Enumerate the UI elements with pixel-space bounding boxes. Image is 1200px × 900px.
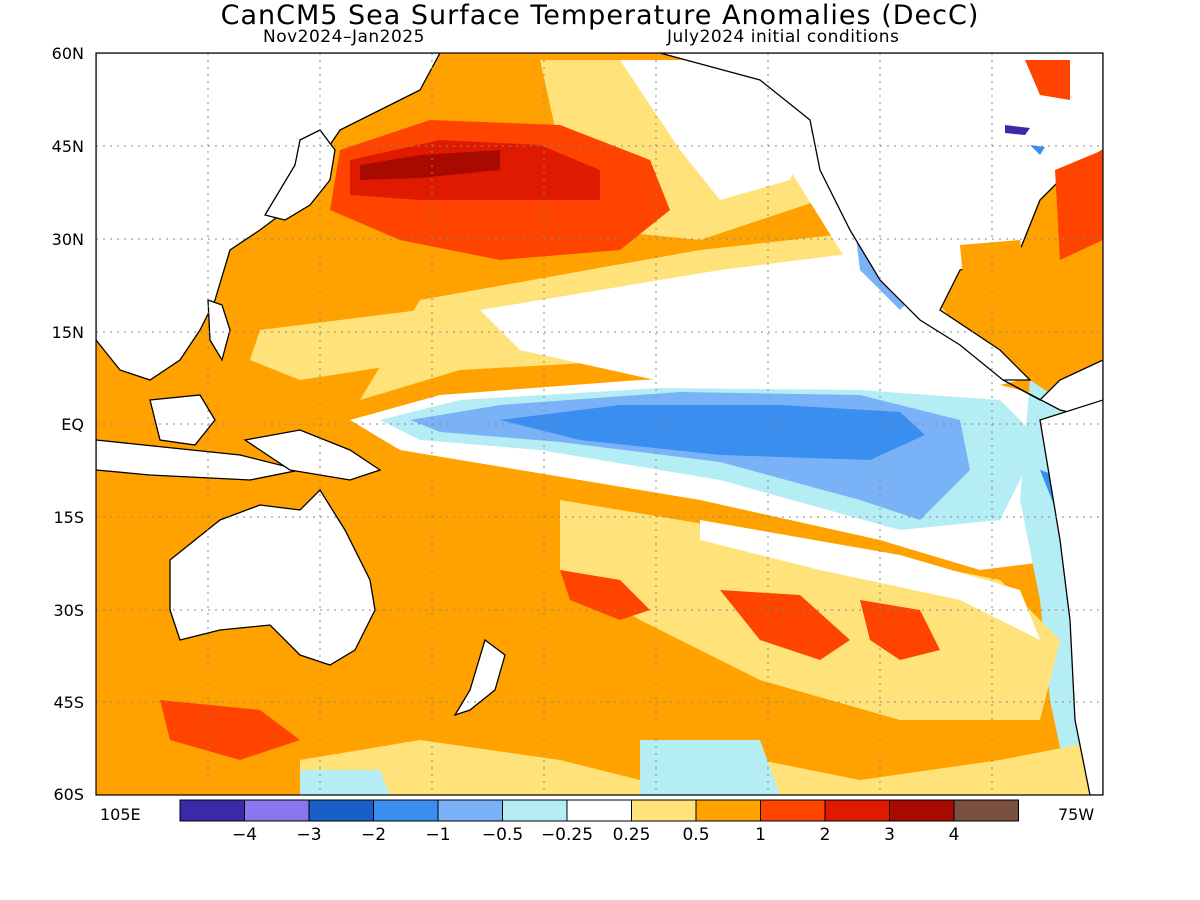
colorbar-tick-label: 1: [755, 825, 766, 845]
colorbar-swatch: [631, 799, 697, 822]
colorbar-tick-label: 3: [884, 825, 895, 845]
lat-label: 15N: [51, 323, 84, 342]
colorbar-swatch: [824, 799, 890, 822]
colorbar-tick-label: 4: [948, 825, 960, 845]
colorbar-tick-label: 2: [819, 825, 831, 845]
lat-label: 30N: [51, 230, 84, 249]
colorbar-swatch: [308, 799, 374, 822]
land-masses: [96, 53, 1103, 795]
lon-label-left: 105E: [100, 805, 141, 824]
lat-label: 30S: [53, 601, 84, 620]
colorbar-tick-label: −0.5: [481, 825, 524, 845]
initial-conditions: July2024 initial conditions: [667, 27, 900, 47]
colorbar-swatch: [889, 799, 955, 822]
colorbar-tick-label: −0.25: [540, 825, 594, 845]
lat-label: 45N: [51, 137, 84, 156]
lon-label-right: 75W: [1058, 805, 1095, 824]
lat-label: 45S: [53, 693, 84, 712]
colorbar-tick-label: −4: [231, 825, 258, 845]
colorbar-swatch: [244, 799, 310, 822]
colorbar-tick-label: −1: [425, 825, 451, 845]
colorbar-swatch: [437, 799, 503, 822]
lat-label: 60N: [51, 44, 84, 63]
colorbar-swatch: [373, 799, 439, 822]
map-gridlines: [96, 53, 1103, 795]
colorbar-tick-label: 0.5: [682, 825, 710, 845]
colorbar-swatch: [179, 799, 245, 822]
lat-label: 60S: [53, 785, 84, 804]
map-frame: [95, 52, 1104, 796]
colorbar-tick-label: −3: [296, 825, 322, 845]
colorbar: [179, 799, 1019, 822]
colorbar-swatch: [695, 799, 761, 822]
colorbar-swatch: [566, 799, 632, 822]
colorbar-tick-label: 0.25: [612, 825, 651, 845]
forecast-period: Nov2024–Jan2025: [263, 27, 425, 47]
colorbar-tick-label: −2: [360, 825, 387, 845]
colorbar-swatch: [760, 799, 826, 822]
lat-label: EQ: [61, 415, 84, 434]
colorbar-swatch: [502, 799, 568, 822]
chart-title: CanCM5 Sea Surface Temperature Anomalies…: [220, 0, 980, 31]
colorbar-swatch: [953, 799, 1019, 822]
lat-label: 15S: [53, 508, 84, 527]
